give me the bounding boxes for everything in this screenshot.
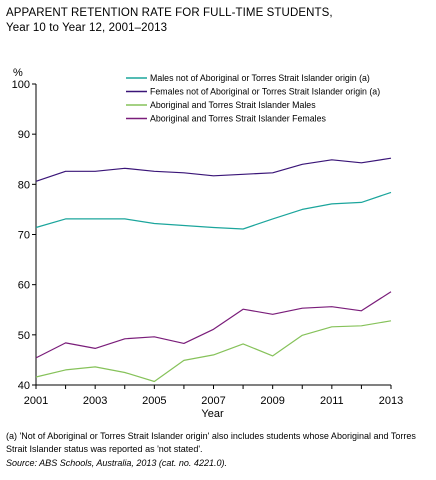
legend-label-2: Females not of Aboriginal or Torres Stra…	[150, 87, 380, 97]
chart-title: APPARENT RETENTION RATE FOR FULL-TIME ST…	[6, 6, 333, 36]
y-axis-unit: %	[13, 67, 23, 79]
y-tick-label-70: 70	[18, 230, 30, 242]
y-tick-label-60: 60	[18, 280, 30, 292]
series-line-3	[35, 320, 392, 383]
y-tick-label-100: 100	[12, 79, 30, 91]
y-tick-label-90: 90	[18, 129, 30, 141]
x-axis-label: Year	[201, 408, 224, 420]
x-tick-label-2003: 2003	[83, 395, 107, 407]
chart-title-line1: APPARENT RETENTION RATE FOR FULL-TIME ST…	[6, 7, 333, 19]
legend-label-3: Aboriginal and Torres Strait Islander Ma…	[150, 100, 316, 110]
y-tick-label-40: 40	[18, 380, 30, 392]
chart-source: Source: ABS Schools, Australia, 2013 (ca…	[6, 458, 227, 468]
chart-title-line2: Year 10 to Year 12, 2001–2013	[6, 22, 168, 34]
legend-label-1: Males not of Aboriginal or Torres Strait…	[150, 73, 370, 83]
x-tick-label-2005: 2005	[142, 395, 166, 407]
x-tick-label-2011: 2011	[320, 395, 344, 407]
y-tick-label-50: 50	[18, 330, 30, 342]
x-tick-label-2001: 2001	[24, 395, 48, 407]
x-tick-label-2013: 2013	[379, 395, 403, 407]
series-line-1	[35, 191, 392, 230]
legend-label-4: Aboriginal and Torres Strait Islander Fe…	[150, 114, 326, 124]
line-chart: 40 50 60 70 80 90 100% 2001 2003 2005 2007 2009 2011…	[12, 67, 404, 420]
y-tick-label-80: 80	[18, 179, 30, 191]
chart-footnote: (a) 'Not of Aboriginal or Torres Strait …	[6, 431, 416, 454]
series-line-4	[35, 291, 392, 359]
x-tick-label-2007: 2007	[201, 395, 225, 407]
series-line-2	[35, 157, 392, 182]
x-tick-label-2009: 2009	[260, 395, 284, 407]
